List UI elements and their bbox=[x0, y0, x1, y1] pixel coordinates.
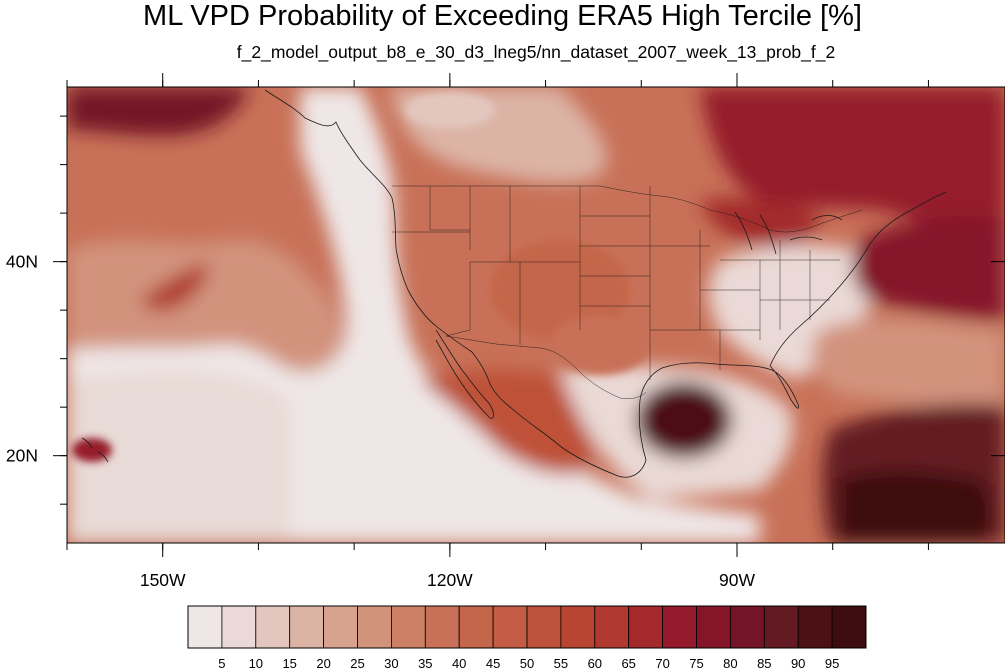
colorbar-box bbox=[492, 605, 528, 649]
colorbar-label: 25 bbox=[350, 656, 364, 671]
colorbar-label: 65 bbox=[621, 656, 635, 671]
colorbar-box bbox=[831, 605, 867, 649]
colorbar-box bbox=[458, 605, 494, 649]
field-caribbean-core bbox=[840, 470, 992, 543]
colorbar-box bbox=[560, 605, 596, 649]
colorbar-label: 15 bbox=[282, 656, 296, 671]
colorbar-label: 80 bbox=[723, 656, 737, 671]
field-northwest-pale-spot bbox=[405, 92, 495, 128]
colorbar-label: 40 bbox=[452, 656, 466, 671]
colorbar: 5 10 15 20 25 30 35 40 45 50 55 60 65 70 75 80 85 90 95 bbox=[187, 605, 867, 671]
field-mexico bbox=[420, 370, 594, 474]
colorbar-label: 55 bbox=[554, 656, 568, 671]
coastline-gulf bbox=[638, 362, 799, 461]
field-alaska-dark bbox=[67, 87, 250, 136]
colorbar-box bbox=[526, 605, 562, 649]
colorbar-box bbox=[390, 605, 426, 649]
map-axes: 150W 120W 90W 40N 20N bbox=[6, 73, 1005, 590]
colorbar-label: 5 bbox=[218, 656, 225, 671]
field-hawaii-dark bbox=[72, 438, 112, 462]
colorbar-box bbox=[730, 605, 765, 649]
colorbar-label: 95 bbox=[825, 656, 839, 671]
colorbar-box bbox=[255, 605, 291, 649]
colorbar-label: 45 bbox=[486, 656, 500, 671]
map-title: ML VPD Probability of Exceeding ERA5 Hig… bbox=[143, 0, 862, 32]
coastlines bbox=[81, 89, 947, 478]
colorbar-frame bbox=[187, 605, 867, 649]
probability-field-detail bbox=[72, 92, 650, 462]
field-pacific-streak bbox=[140, 262, 208, 311]
coastline-atlantic bbox=[769, 191, 947, 367]
colorbar-box bbox=[696, 605, 731, 649]
colorbar-box bbox=[357, 605, 392, 649]
colorbar-label: 50 bbox=[520, 656, 534, 671]
colorbar-label: 75 bbox=[689, 656, 703, 671]
coastline-hawaii bbox=[81, 437, 109, 463]
lon-tick-label: 150W bbox=[140, 570, 186, 590]
colorbar-label: 30 bbox=[384, 656, 398, 671]
field-northeast-atlantic bbox=[852, 216, 1005, 320]
field-southwest-pale bbox=[67, 371, 290, 543]
field-canada-dark bbox=[700, 87, 1005, 230]
colorbar-label: 20 bbox=[316, 656, 330, 671]
field-gulf-dark-core bbox=[636, 382, 732, 458]
state-lines bbox=[392, 186, 840, 380]
colorbar-label: 35 bbox=[418, 656, 432, 671]
border-us-canada bbox=[392, 185, 863, 233]
colorbar-label: 85 bbox=[757, 656, 771, 671]
colorbar-box bbox=[662, 605, 697, 649]
colorbar-label: 90 bbox=[791, 656, 805, 671]
colorbar-box bbox=[594, 605, 630, 649]
colorbar-box bbox=[323, 605, 358, 649]
lat-tick-label: 40N bbox=[6, 252, 38, 272]
field-plains-mid bbox=[490, 240, 630, 340]
field-texas-mid bbox=[550, 315, 650, 375]
colorbar-box bbox=[289, 605, 325, 649]
lat-tick-label: 20N bbox=[6, 446, 38, 466]
coastline-great-lakes bbox=[734, 211, 843, 255]
probability-field bbox=[67, 87, 1005, 543]
map-frame bbox=[66, 86, 1005, 544]
colorbar-label: 70 bbox=[655, 656, 669, 671]
colorbar-box bbox=[797, 605, 833, 649]
colorbar-box bbox=[187, 605, 223, 649]
colorbar-label: 10 bbox=[249, 656, 263, 671]
colorbar-box bbox=[424, 605, 460, 649]
coastline-baja bbox=[435, 329, 494, 419]
field-great-lakes bbox=[700, 198, 820, 247]
colorbar-box bbox=[628, 605, 664, 649]
colorbar-box bbox=[221, 605, 257, 649]
lon-tick-label: 120W bbox=[427, 570, 473, 590]
colorbar-label: 60 bbox=[588, 656, 602, 671]
map-panel bbox=[66, 86, 1005, 544]
map-subtitle: f_2_model_output_b8_e_30_d3_lneg5/nn_dat… bbox=[236, 42, 836, 62]
coastline-north-america-west bbox=[264, 89, 647, 478]
field-atlantic-mid bbox=[811, 318, 1005, 420]
lon-tick-label: 90W bbox=[719, 570, 755, 590]
colorbar-box bbox=[763, 605, 799, 649]
